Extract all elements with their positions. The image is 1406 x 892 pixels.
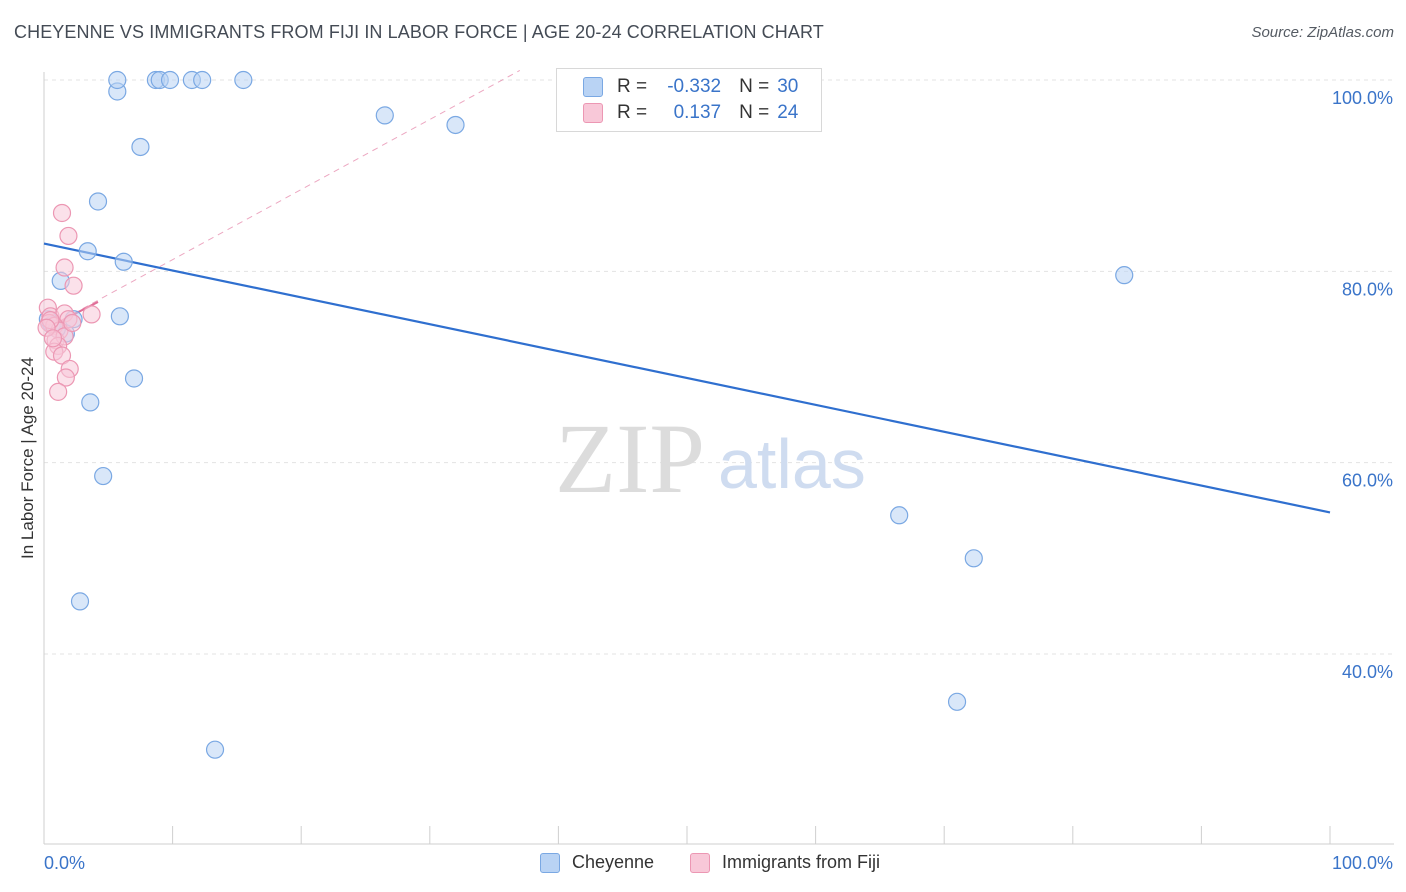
chart-title: CHEYENNE VS IMMIGRANTS FROM FIJI IN LABO… (14, 22, 824, 42)
point-cheyenne (947, 692, 967, 711)
point-cheyenne (81, 393, 100, 412)
y-tick-labels: 100.0% 80.0% 60.0% 40.0% (1332, 88, 1393, 682)
legend-r-value: -0.332 (667, 76, 722, 97)
data-points (37, 70, 1134, 759)
point-cheyenne (88, 192, 108, 211)
legend-swatch-blue (583, 77, 603, 97)
point-cheyenne (890, 506, 909, 525)
watermark: ZIP atlas (555, 403, 866, 514)
legend-item-cheyenne[interactable]: Cheyenne (540, 852, 654, 873)
point-fiji (59, 226, 78, 246)
watermark-atlas: atlas (718, 425, 866, 503)
y-tick-label: 100.0% (1332, 88, 1393, 108)
point-cheyenne (70, 592, 90, 611)
y-tick-label: 80.0% (1342, 279, 1393, 299)
y-tick-label: 60.0% (1342, 471, 1393, 491)
trendline-fiji-extrapolated (43, 69, 521, 331)
point-cheyenne (205, 740, 225, 759)
axes (43, 72, 1394, 845)
legend-row-cheyenne: R = -0.332 N = 30 (583, 74, 798, 100)
x-tick-labels: 0.0% 100.0% (44, 853, 1393, 873)
legend-n-label: N = (739, 76, 770, 97)
legend-row-fiji: R = 0.137 N = 24 (583, 100, 798, 126)
legend-label-cheyenne: Cheyenne (572, 852, 655, 872)
legend-r-label: R = (617, 76, 648, 97)
point-fiji (64, 276, 83, 295)
point-cheyenne (375, 106, 394, 125)
point-cheyenne (110, 307, 129, 326)
legend-item-fiji[interactable]: Immigrants from Fiji (690, 852, 880, 873)
point-cheyenne (114, 252, 133, 271)
legend-swatch-blue (540, 852, 560, 873)
point-cheyenne (446, 115, 465, 135)
point-fiji (49, 382, 68, 401)
point-fiji (63, 313, 82, 333)
legend-n-value: 30 (777, 76, 799, 97)
trendline-cheyenne (43, 242, 1331, 514)
x-tick-label: 0.0% (44, 853, 85, 873)
legend-r-value: 0.137 (673, 102, 722, 123)
point-fiji (56, 368, 75, 387)
correlation-legend: R = -0.332 N = 30 R = 0.137 N = 24 (556, 68, 822, 132)
x-tick-label: 100.0% (1332, 853, 1393, 873)
legend-swatch-pink (690, 852, 710, 873)
series-legend: Cheyenne Immigrants from Fiji (0, 852, 1406, 878)
point-cheyenne (193, 70, 212, 90)
point-cheyenne (124, 369, 144, 388)
point-cheyenne (108, 70, 127, 90)
legend-swatch-pink (583, 103, 603, 123)
watermark-zip: ZIP (555, 403, 705, 514)
legend-r-label: R = (617, 102, 648, 123)
y-tick-label: 40.0% (1342, 662, 1393, 682)
point-cheyenne (1115, 266, 1134, 285)
point-cheyenne (131, 137, 150, 157)
point-fiji (43, 329, 63, 348)
point-cheyenne (234, 70, 253, 90)
point-cheyenne (78, 242, 97, 261)
point-fiji (52, 346, 72, 365)
point-fiji (55, 258, 74, 277)
point-cheyenne (964, 549, 983, 568)
source-label: Source: ZipAtlas.com (1251, 24, 1394, 41)
legend-label-fiji: Immigrants from Fiji (722, 852, 881, 872)
legend-n-label: N = (739, 102, 770, 123)
point-fiji (52, 203, 72, 223)
point-cheyenne (160, 70, 180, 90)
gridlines (44, 79, 1394, 655)
legend-n-value: 24 (777, 102, 799, 123)
point-cheyenne (94, 466, 113, 486)
point-fiji (82, 305, 101, 324)
